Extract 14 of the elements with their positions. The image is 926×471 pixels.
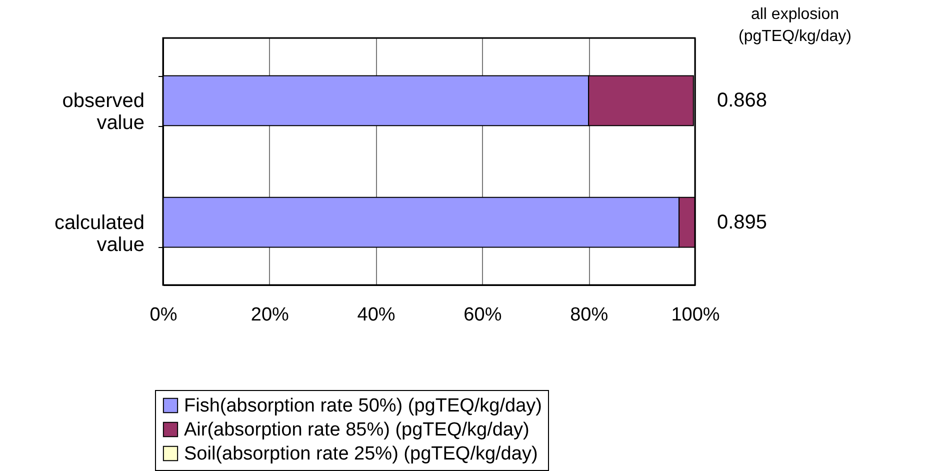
x-tick-label: 100% [671, 304, 720, 326]
x-tick-label: 60% [464, 304, 502, 326]
x-tick-label: 20% [250, 304, 290, 326]
text: all explosion (pgTEQ/kg/day) [738, 6, 852, 45]
legend-label: Air(absorption rate 85%) (pgTEQ/kg/day) [184, 420, 530, 440]
y-tick-label: observed value [62, 90, 144, 134]
legend-label: Soil(absorption rate 25%) (pgTEQ/kg/day) [184, 444, 538, 464]
y-tick-label: calculated value [54, 212, 144, 256]
annotation: 0.895 [717, 211, 768, 234]
x-tick-label: 80% [570, 304, 608, 326]
legend-label: Fish(absorption rate 50%) (pgTEQ/kg/day) [184, 396, 542, 416]
annotation: 0.868 [717, 90, 768, 112]
x-tick-label: 0% [150, 304, 178, 326]
x-tick-label: 40% [357, 304, 396, 326]
